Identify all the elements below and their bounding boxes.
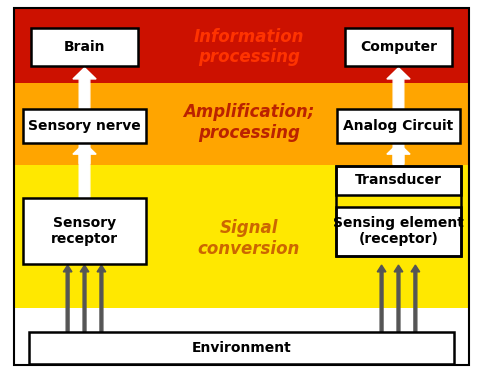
FancyArrow shape xyxy=(63,265,72,332)
Bar xyxy=(23,109,146,143)
Text: Brain: Brain xyxy=(64,40,105,54)
Text: Information
processing: Information processing xyxy=(194,27,304,67)
Text: Signal
conversion: Signal conversion xyxy=(198,219,300,258)
Bar xyxy=(23,199,146,264)
FancyArrow shape xyxy=(387,143,410,166)
Bar xyxy=(336,207,461,256)
Bar xyxy=(336,166,461,195)
FancyArrow shape xyxy=(80,265,89,332)
Bar xyxy=(14,8,469,83)
Text: Sensory
receptor: Sensory receptor xyxy=(51,216,118,246)
FancyArrow shape xyxy=(97,265,106,332)
Text: Computer: Computer xyxy=(360,40,437,54)
Bar xyxy=(14,83,469,165)
Text: Transducer: Transducer xyxy=(355,173,442,188)
FancyArrow shape xyxy=(411,265,420,332)
FancyArrow shape xyxy=(73,143,96,198)
Text: Amplification;
processing: Amplification; processing xyxy=(183,103,314,142)
Text: Sensory nerve: Sensory nerve xyxy=(28,119,141,133)
Text: Environment: Environment xyxy=(192,341,291,355)
Bar xyxy=(336,166,461,256)
Bar xyxy=(29,332,454,364)
Bar xyxy=(337,109,460,143)
FancyArrow shape xyxy=(73,68,96,164)
Bar xyxy=(31,28,138,66)
Text: Analog Circuit: Analog Circuit xyxy=(343,119,454,133)
FancyArrow shape xyxy=(387,68,410,164)
Text: Sensing element
(receptor): Sensing element (receptor) xyxy=(333,216,464,246)
Bar xyxy=(345,28,452,66)
Bar xyxy=(14,165,469,308)
FancyArrow shape xyxy=(394,265,403,332)
FancyArrow shape xyxy=(377,265,386,332)
